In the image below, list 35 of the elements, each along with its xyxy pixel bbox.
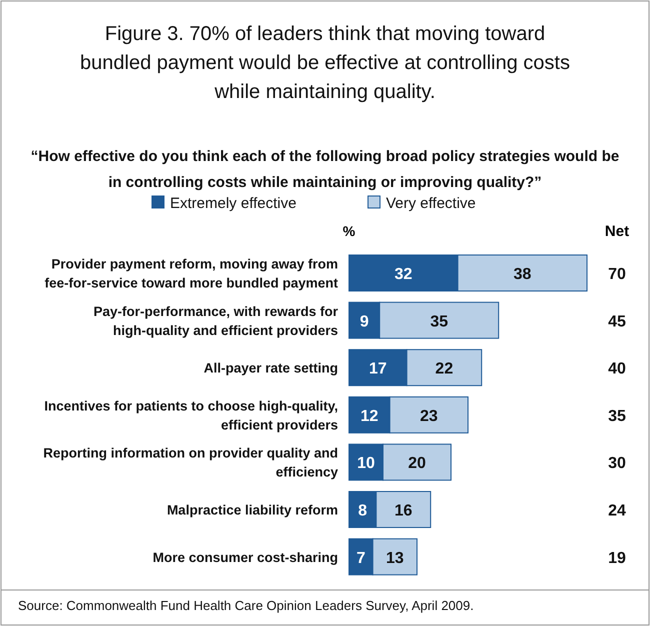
y-tick-label: Malpractice liability reform	[166, 502, 338, 518]
data-label: 23	[420, 408, 438, 425]
x-axis-title: %	[342, 223, 356, 239]
legend-label: Extremely effective	[170, 195, 296, 212]
data-label: 20	[408, 455, 426, 472]
text: 30	[608, 455, 626, 472]
chart-subtitle: “How effective do you think each of the following broad policy strategies would be in controlling costs while maintaining or improving quality?”	[30, 148, 620, 191]
data-label: 7	[356, 550, 366, 567]
data-label: 16	[394, 502, 412, 520]
y-tick-label: All-payer rate setting	[204, 360, 338, 376]
data-label: 13	[386, 550, 404, 567]
y-tick-label: More consumer cost-sharing	[152, 550, 338, 565]
data-label: 38	[514, 266, 532, 283]
text: 24	[608, 502, 626, 520]
data-label: 9	[360, 313, 369, 330]
text: 45	[608, 313, 626, 330]
data-label: 22	[435, 360, 454, 378]
data-label: 12	[360, 408, 378, 425]
chart-title: Figure 3. 70% of leaders think that moving toward bundled payment would be effective at controlling costs while maintaining quality.	[80, 23, 570, 103]
data-label: 17	[369, 360, 387, 378]
data-label: 10	[357, 455, 375, 472]
text: Net	[604, 223, 630, 240]
text: 40	[608, 360, 626, 378]
text: 35	[608, 408, 626, 425]
y-tick-label: Incentives for patients to choose high-quality, efficient providers	[44, 398, 338, 432]
y-tick-label: Pay-for-performance, with rewards for high-quality and efficient providers	[93, 304, 339, 338]
data-label: 32	[394, 266, 412, 283]
y-tick-label: Reporting information on provider quality and efficiency	[43, 446, 338, 480]
source-note: Source: Commonwealth Fund Health Care Opinion Leaders Survey, April 2009.	[18, 598, 474, 613]
y-tick-label: Provider payment reform, moving away from fee-for-service toward more bundled payment	[44, 256, 338, 290]
data-label: 8	[358, 502, 368, 520]
legend-label: Very effective	[386, 195, 476, 212]
data-label: 35	[430, 313, 448, 330]
text: 70	[608, 266, 626, 283]
text: 19	[608, 550, 626, 567]
